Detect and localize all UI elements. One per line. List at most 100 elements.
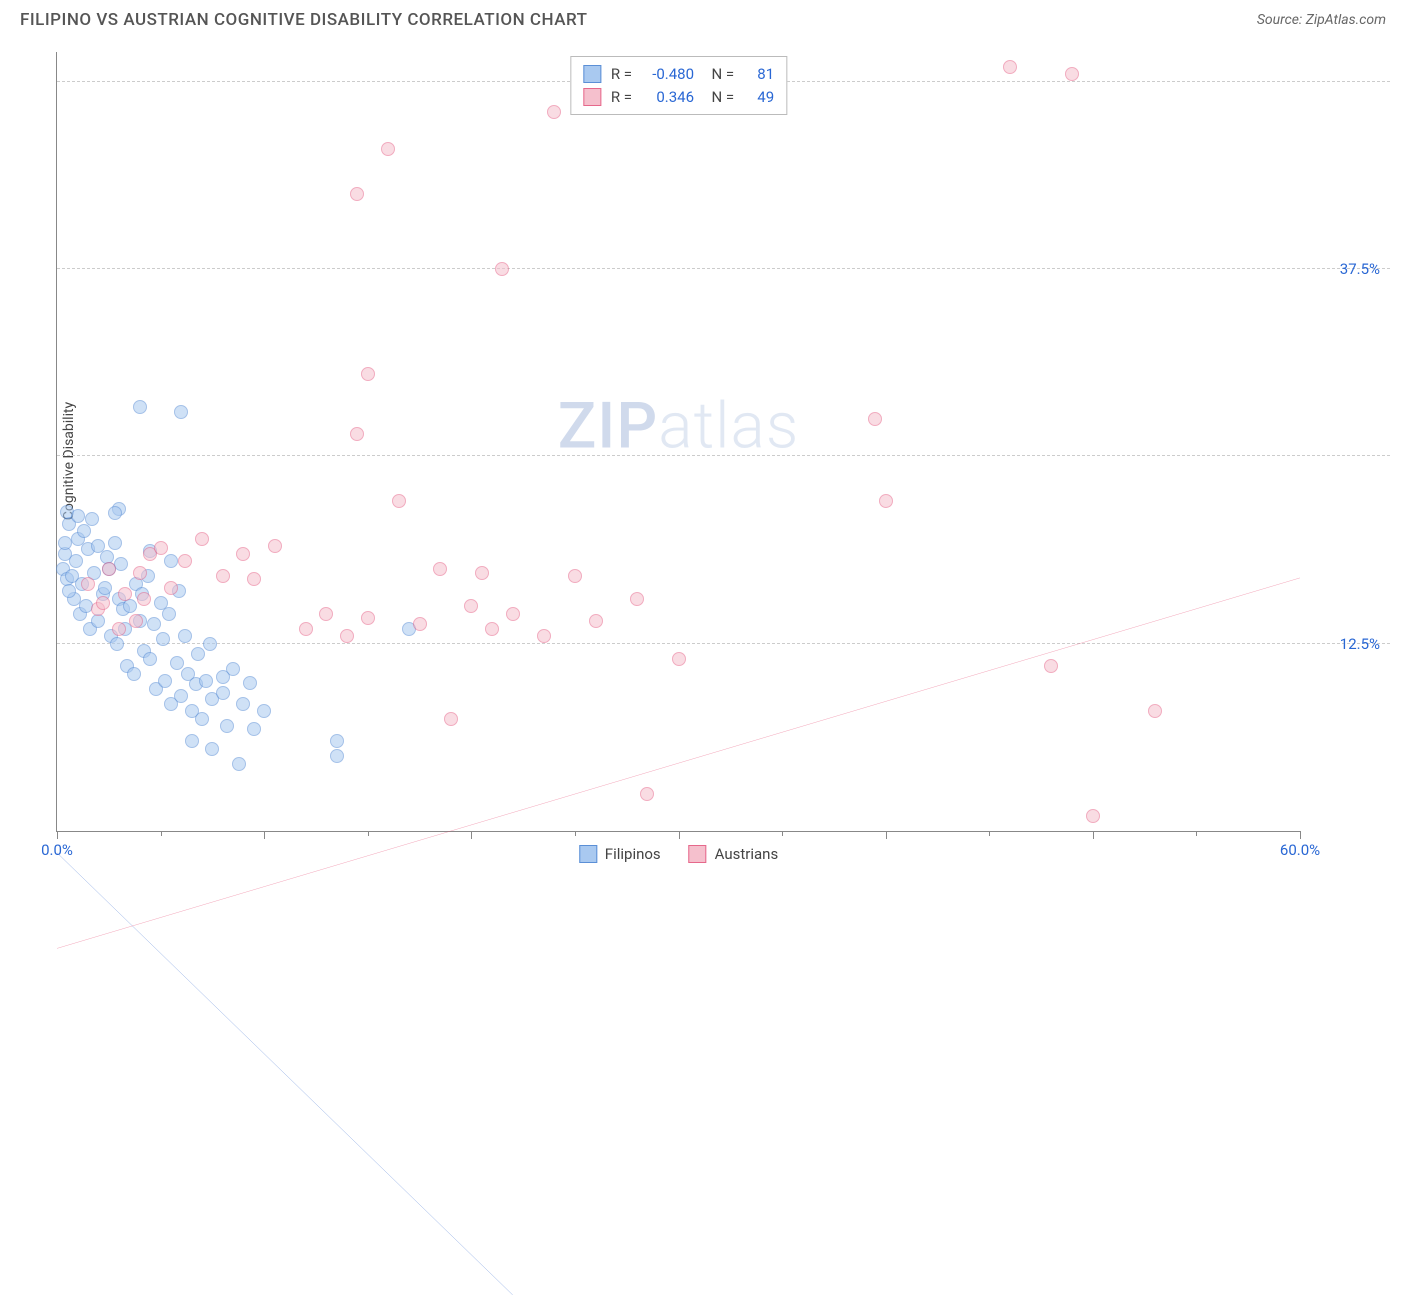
- data-point: [350, 187, 364, 201]
- legend-swatch: [583, 88, 601, 106]
- x-tick: [886, 831, 887, 839]
- data-point: [330, 749, 344, 763]
- data-point: [133, 400, 147, 414]
- data-point: [112, 622, 126, 636]
- x-tick: [368, 831, 369, 836]
- data-point: [495, 262, 509, 276]
- data-point: [630, 592, 644, 606]
- chart-container: Cognitive Disability ZIPatlas R =-0.480 …: [16, 40, 1390, 882]
- data-point: [589, 614, 603, 628]
- data-point: [98, 581, 112, 595]
- data-point: [195, 712, 209, 726]
- data-point: [156, 632, 170, 646]
- data-point: [547, 105, 561, 119]
- x-tick: [161, 831, 162, 836]
- data-point: [257, 704, 271, 718]
- data-point: [1003, 60, 1017, 74]
- data-point: [137, 592, 151, 606]
- data-point: [199, 674, 213, 688]
- data-point: [69, 554, 83, 568]
- data-point: [164, 581, 178, 595]
- data-point: [319, 607, 333, 621]
- chart-title: FILIPINO VS AUSTRIAN COGNITIVE DISABILIT…: [20, 10, 587, 30]
- stats-legend: R =-0.480 N =81R =0.346 N =49: [570, 56, 787, 115]
- data-point: [1065, 67, 1079, 81]
- data-point: [81, 577, 95, 591]
- x-tick-label: 0.0%: [41, 841, 73, 859]
- data-point: [236, 697, 250, 711]
- data-point: [216, 569, 230, 583]
- legend-swatch: [583, 65, 601, 83]
- data-point: [77, 524, 91, 538]
- legend-label: Filipinos: [605, 845, 661, 863]
- data-point: [129, 614, 143, 628]
- y-tick-label: 37.5%: [1340, 260, 1380, 278]
- n-value: 49: [744, 86, 774, 109]
- data-point: [537, 629, 551, 643]
- data-point: [110, 637, 124, 651]
- legend-label: Austrians: [715, 845, 779, 863]
- plot-area: ZIPatlas R =-0.480 N =81R =0.346 N =49 F…: [56, 52, 1300, 832]
- data-point: [247, 572, 261, 586]
- data-point: [178, 629, 192, 643]
- data-point: [350, 427, 364, 441]
- data-point: [62, 584, 76, 598]
- data-point: [243, 676, 257, 690]
- data-point: [216, 686, 230, 700]
- data-point: [108, 506, 122, 520]
- data-point: [475, 566, 489, 580]
- data-point: [868, 412, 882, 426]
- data-point: [91, 614, 105, 628]
- n-label: N =: [704, 63, 734, 86]
- source-label: Source: ZipAtlas.com: [1257, 12, 1386, 28]
- data-point: [85, 512, 99, 526]
- data-point: [102, 562, 116, 576]
- data-point: [444, 712, 458, 726]
- data-point: [1148, 704, 1162, 718]
- data-point: [195, 532, 209, 546]
- stats-legend-row: R =0.346 N =49: [583, 86, 774, 109]
- r-label: R =: [611, 63, 632, 86]
- x-tick-label: 60.0%: [1280, 841, 1320, 859]
- data-point: [216, 670, 230, 684]
- data-point: [672, 652, 686, 666]
- data-point: [185, 734, 199, 748]
- data-point: [299, 622, 313, 636]
- x-tick: [782, 831, 783, 836]
- data-point: [178, 554, 192, 568]
- x-tick: [989, 831, 990, 836]
- data-point: [174, 689, 188, 703]
- data-point: [361, 611, 375, 625]
- data-point: [71, 509, 85, 523]
- series-legend: Filipinos Austrians: [579, 845, 778, 863]
- legend-swatch: [689, 845, 707, 863]
- data-point: [392, 494, 406, 508]
- data-point: [506, 607, 520, 621]
- data-point: [433, 562, 447, 576]
- legend-item: Austrians: [689, 845, 779, 863]
- data-point: [485, 622, 499, 636]
- data-point: [1044, 659, 1058, 673]
- data-point: [1086, 809, 1100, 823]
- x-tick: [57, 831, 58, 839]
- stats-legend-row: R =-0.480 N =81: [583, 63, 774, 86]
- data-point: [114, 557, 128, 571]
- data-point: [191, 647, 205, 661]
- data-point: [268, 539, 282, 553]
- n-label: N =: [704, 86, 734, 109]
- data-point: [96, 596, 110, 610]
- data-point: [236, 547, 250, 561]
- data-point: [203, 637, 217, 651]
- data-point: [118, 587, 132, 601]
- data-point: [568, 569, 582, 583]
- x-tick: [679, 831, 680, 839]
- data-point: [162, 607, 176, 621]
- data-point: [220, 719, 234, 733]
- x-tick: [264, 831, 265, 839]
- data-point: [247, 722, 261, 736]
- data-point: [133, 566, 147, 580]
- data-point: [123, 599, 137, 613]
- data-point: [154, 541, 168, 555]
- x-tick: [471, 831, 472, 839]
- x-tick: [575, 831, 576, 836]
